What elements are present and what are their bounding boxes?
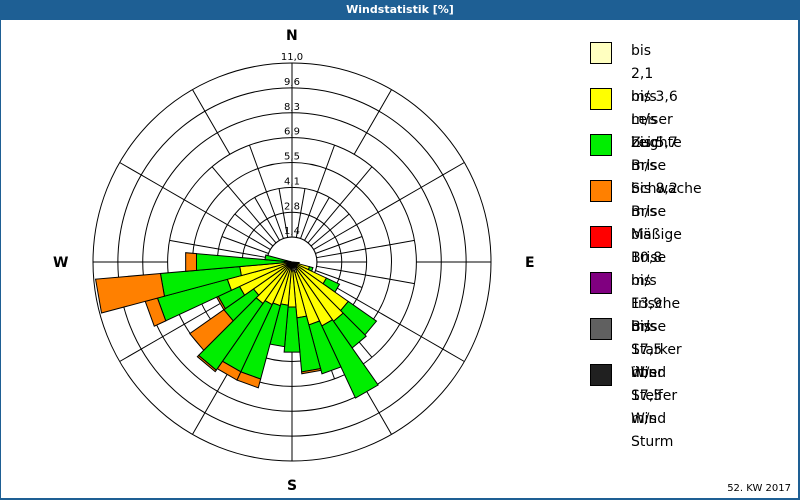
- wedge-segment: [189, 309, 234, 352]
- wedge-segment: [308, 320, 342, 375]
- legend-swatch: [590, 272, 612, 294]
- legend-label: bis 5,7 m/s Schwache Brise: [631, 135, 702, 220]
- legend-label: bis 3,6 m/s Leichte Brise: [631, 89, 682, 174]
- legend-label: bis 10,8 m/s Frische Brise: [631, 227, 681, 335]
- polar-grid: [92, 62, 492, 462]
- chart-title: Windstatistik [%]: [0, 0, 800, 20]
- wedge-segment: [264, 254, 288, 263]
- period-label: 52. KW 2017: [727, 483, 791, 494]
- legend-label: über 17,5 m/s Sturm: [631, 365, 674, 450]
- compass-north-label: N: [286, 28, 298, 44]
- wedge-segment: [301, 368, 322, 375]
- legend-label: bis 2,1 m/s Leiser Zug: [631, 43, 673, 151]
- svg-text:4,1: 4,1: [284, 176, 300, 187]
- legend-label: bis 13,9 m/s Starker Wind: [631, 273, 682, 381]
- chart-panel: [1, 20, 798, 498]
- legend-swatch: [590, 42, 612, 64]
- wedge-segment: [321, 319, 379, 399]
- legend-swatch: [590, 364, 612, 386]
- legend-swatch: [590, 88, 612, 110]
- compass-south-label: S: [287, 478, 298, 494]
- compass-east-label: E: [525, 255, 535, 271]
- svg-text:9,6: 9,6: [284, 77, 300, 88]
- legend-swatch: [590, 226, 612, 248]
- wedge-segment: [283, 306, 301, 353]
- wedge-segment: [94, 272, 166, 314]
- wedge-segment: [196, 354, 217, 373]
- legend-swatch: [590, 180, 612, 202]
- svg-text:1,4: 1,4: [284, 226, 300, 237]
- radial-tick-labels: 1,4 2,8 4,1 5,5 6,9 8,3 9,6 11,0: [281, 52, 303, 237]
- svg-text:11,0: 11,0: [281, 52, 303, 63]
- compass-west-label: W: [53, 255, 69, 271]
- legend-swatch: [590, 134, 612, 156]
- svg-text:2,8: 2,8: [284, 201, 300, 212]
- wind-wedges: [94, 252, 379, 399]
- svg-text:6,9: 6,9: [284, 127, 300, 138]
- legend-label: bis 8,2 m/s Mäßige Brise: [631, 181, 682, 266]
- wedge-segment: [185, 252, 197, 272]
- legend-swatch: [590, 318, 612, 340]
- svg-text:8,3: 8,3: [284, 102, 300, 113]
- svg-text:5,5: 5,5: [284, 152, 300, 163]
- legend-label: bis 17,5 m/s Steifer Wind: [631, 319, 678, 427]
